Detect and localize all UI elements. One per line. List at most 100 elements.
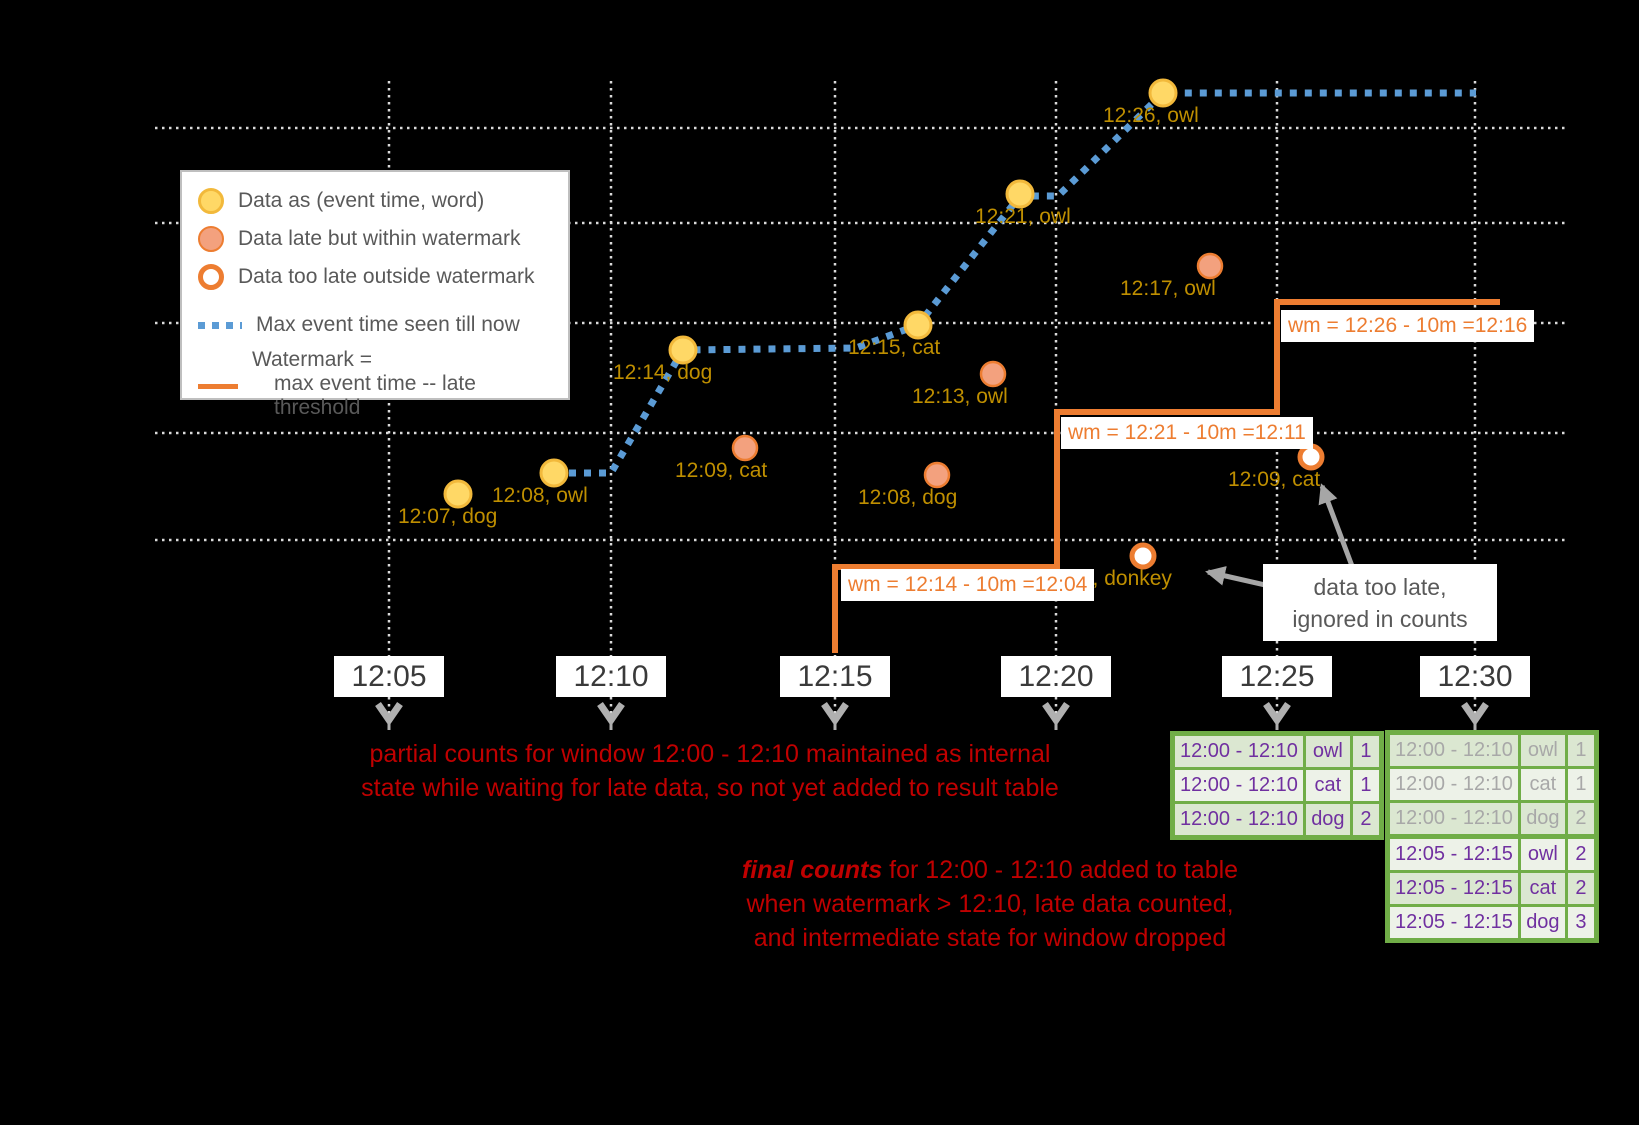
legend-item: Watermark = max event time -- late thres… — [198, 348, 568, 420]
legend-label: Data as (event time, word) — [238, 189, 485, 212]
count-cell: 2 — [1564, 870, 1598, 907]
final-counts-emphasis: final counts — [741, 856, 883, 884]
partial-counts-note: partial counts for window 12:00 - 12:10 … — [320, 737, 1100, 805]
legend-label: Data late but within watermark — [238, 227, 521, 250]
word-cell: owl — [1302, 732, 1353, 770]
too-late-dot-icon — [198, 264, 224, 290]
final-counts-line1-rest: for 12:00 - 12:10 added to table — [882, 856, 1239, 884]
data-point-group: 12:07, dog — [398, 479, 497, 528]
data-point-label: 12:17, owl — [1120, 277, 1216, 300]
data-point-label: 12:13, owl — [912, 385, 1008, 408]
axis-tick-1225: 12:25 — [1222, 656, 1332, 697]
watermark-legend-line1: Watermark = — [252, 348, 372, 371]
watermark-line — [832, 299, 1500, 653]
partial-counts-line1: partial counts for window 12:00 - 12:10 … — [369, 740, 1051, 768]
data-point-group: 12:26, owl — [1103, 78, 1199, 127]
data-point-label: 12:26, owl — [1103, 104, 1199, 127]
late-dot-icon — [198, 226, 224, 252]
data-point-label: 12:08, dog — [858, 486, 957, 509]
axis-tick-1230: 12:30 — [1420, 656, 1530, 697]
too-late-callout: data too late, ignored in counts — [1263, 564, 1497, 641]
table-row: 12:00 - 12:10 owl 1 — [1171, 732, 1383, 770]
table-row: 12:05 - 12:15 owl 2 — [1386, 834, 1598, 873]
watermark-value-label-1: wm = 12:14 - 10m =12:04 — [841, 569, 1095, 601]
table-row: 12:00 - 12:10 dog 2 — [1386, 800, 1598, 838]
legend-item: Data as (event time, word) — [198, 186, 568, 216]
blue-dashed-line-icon — [198, 321, 242, 329]
data-point-late — [731, 434, 759, 462]
final-counts-line3: and intermediate state for window droppe… — [753, 924, 1227, 952]
data-point-group: 12:09, cat — [1228, 443, 1325, 491]
callout-line1: data too late, — [1313, 573, 1447, 600]
window-cell: 12:00 - 12:10 — [1171, 732, 1306, 770]
legend-label: Watermark = max event time -- late thres… — [252, 348, 568, 420]
data-point-on-time — [668, 335, 698, 365]
count-cell: 1 — [1349, 732, 1383, 770]
result-table-1230: 12:00 - 12:10 owl 1 12:00 - 12:10 cat 1 … — [1385, 730, 1599, 943]
data-point-too-late — [1297, 443, 1325, 471]
count-cell: 2 — [1564, 800, 1598, 838]
table-row: 12:05 - 12:15 dog 3 — [1386, 904, 1598, 942]
on-time-dot-icon — [198, 188, 224, 214]
watermark-value-label-2: wm = 12:21 - 10m =12:11 — [1061, 417, 1313, 449]
orange-line-icon — [198, 384, 238, 389]
data-point-group: 12:17, owl — [1120, 252, 1224, 300]
data-point-group: 12:08, dog — [858, 461, 957, 509]
final-counts-line2: when watermark > 12:10, late data counte… — [746, 890, 1234, 918]
word-cell: cat — [1517, 766, 1568, 803]
legend-label: Max event time seen till now — [256, 313, 520, 336]
max-event-time-line — [554, 89, 1476, 477]
table-row: 12:00 - 12:10 dog 2 — [1171, 801, 1383, 839]
legend-item: Max event time seen till now — [198, 310, 568, 340]
data-point-label: 12:08, owl — [492, 484, 588, 507]
data-point-label: 12:14, dog — [613, 361, 712, 384]
data-point-label: 12:15, cat — [848, 336, 940, 359]
watermark-legend-line2: max event time -- late threshold — [274, 372, 476, 419]
count-cell: 2 — [1349, 801, 1383, 839]
window-cell: 12:00 - 12:10 — [1171, 767, 1306, 804]
table-row: 12:00 - 12:10 cat 1 — [1171, 767, 1383, 804]
legend-spacer — [198, 300, 568, 310]
data-point-on-time — [1148, 78, 1178, 108]
data-point-too-late — [1129, 542, 1157, 570]
data-point-group: 12:21, owl — [975, 179, 1071, 228]
word-cell: dog — [1517, 800, 1568, 838]
watermark-value-label-3: wm = 12:26 - 10m =12:16 — [1281, 310, 1535, 342]
data-point-on-time — [443, 479, 473, 509]
window-cell: 12:00 - 12:10 — [1386, 800, 1521, 838]
axis-tick-1215: 12:15 — [780, 656, 890, 697]
count-cell: 2 — [1564, 834, 1598, 873]
word-cell: cat — [1302, 767, 1353, 804]
legend: Data as (event time, word) Data late but… — [180, 170, 570, 419]
data-point-late — [1196, 252, 1224, 280]
data-point-on-time — [539, 458, 569, 488]
legend-item: Data late but within watermark — [198, 224, 568, 254]
word-cell: dog — [1517, 904, 1568, 942]
data-point-label: 12:09, cat — [1228, 468, 1320, 491]
data-point-label: 12:07, dog — [398, 505, 497, 528]
table-row: 12:05 - 12:15 cat 2 — [1386, 870, 1598, 907]
data-point-label: 12:21, owl — [975, 205, 1071, 228]
legend-item: Data too late outside watermark — [198, 262, 568, 292]
window-cell: 12:05 - 12:15 — [1386, 834, 1521, 873]
final-counts-note: final counts for 12:00 - 12:10 added to … — [665, 853, 1315, 955]
data-point-on-time — [1005, 179, 1035, 209]
window-cell: 12:05 - 12:15 — [1386, 904, 1521, 942]
result-table-1225: 12:00 - 12:10 owl 1 12:00 - 12:10 cat 1 … — [1170, 731, 1384, 840]
table-row: 12:00 - 12:10 cat 1 — [1386, 766, 1598, 803]
word-cell: owl — [1517, 731, 1568, 769]
callout-line2: ignored in counts — [1292, 605, 1468, 632]
window-cell: 12:05 - 12:15 — [1386, 870, 1521, 907]
word-cell: dog — [1302, 801, 1353, 839]
window-cell: 12:00 - 12:10 — [1386, 766, 1521, 803]
data-point-label: 12:09, cat — [675, 459, 767, 482]
axis-tick-arrows — [375, 702, 1489, 730]
data-point-group: 12:09, cat — [675, 434, 767, 482]
data-point-on-time — [903, 310, 933, 340]
arrow-to-late-cat — [1318, 483, 1355, 567]
data-point-group: 12:14, dog — [613, 335, 712, 384]
legend-label: Data too late outside watermark — [238, 265, 535, 288]
